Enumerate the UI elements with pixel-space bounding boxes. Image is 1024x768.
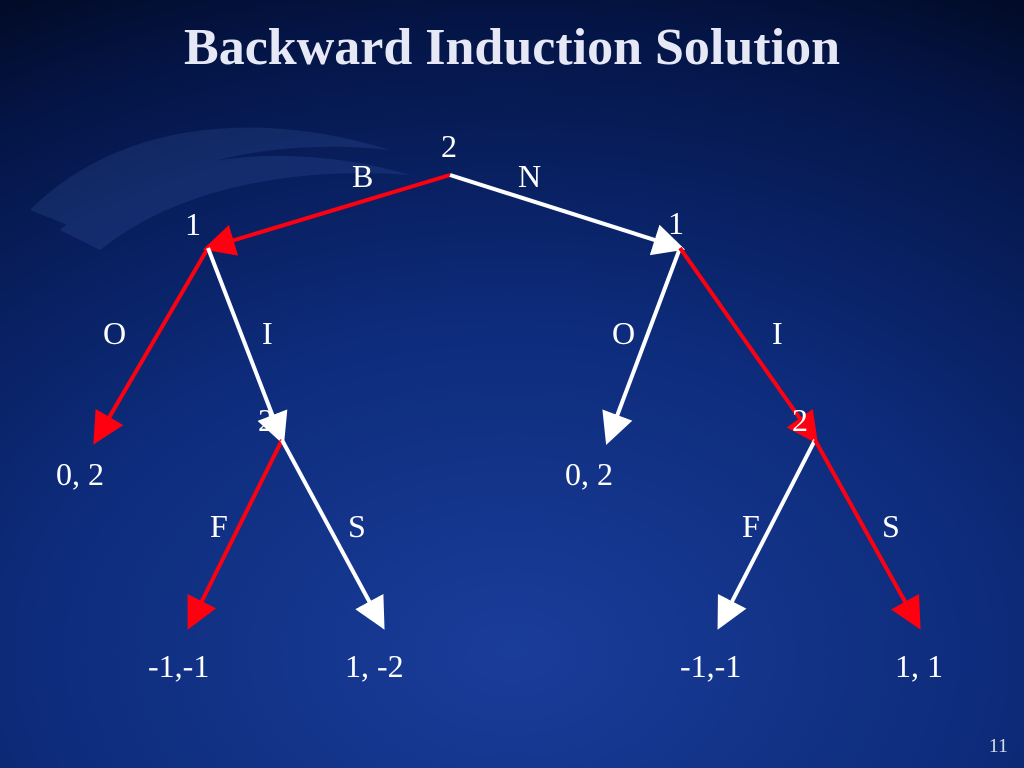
payoff-3: 1, -2 xyxy=(345,648,404,685)
node-label-R2: 2 xyxy=(792,402,808,439)
payoff-2: -1,-1 xyxy=(148,648,209,685)
edge-label-F-R2: F xyxy=(742,508,760,545)
edge-label-O-R1: O xyxy=(612,315,635,352)
payoff-5: 1, 1 xyxy=(895,648,943,685)
edge-label-S-L2: S xyxy=(348,508,366,545)
payoff-4: -1,-1 xyxy=(680,648,741,685)
edge-label-F-L2: F xyxy=(210,508,228,545)
edge-label-I-L1: I xyxy=(262,315,273,352)
edge-R2-RLF xyxy=(720,440,815,625)
slide: Backward Induction Solution BNOIOIFSFS21… xyxy=(0,0,1024,768)
payoff-1: 0, 2 xyxy=(565,456,613,493)
node-label-L2: 2 xyxy=(258,402,274,439)
node-label-root: 2 xyxy=(441,128,457,165)
edge-root-R1 xyxy=(450,175,680,248)
edge-label-O-L1: O xyxy=(103,315,126,352)
edge-root-L1 xyxy=(208,175,450,248)
edge-label-S-R2: S xyxy=(882,508,900,545)
payoff-0: 0, 2 xyxy=(56,456,104,493)
page-number: 11 xyxy=(989,735,1008,758)
edge-L2-LLF xyxy=(190,440,282,625)
edge-label-B-root: B xyxy=(352,158,373,195)
node-label-R1: 1 xyxy=(668,205,684,242)
edge-label-I-R1: I xyxy=(772,315,783,352)
edge-label-N-root: N xyxy=(518,158,541,195)
edge-L2-LLS xyxy=(282,440,382,625)
node-label-L1: 1 xyxy=(185,206,201,243)
edge-R2-RLS xyxy=(815,440,918,625)
